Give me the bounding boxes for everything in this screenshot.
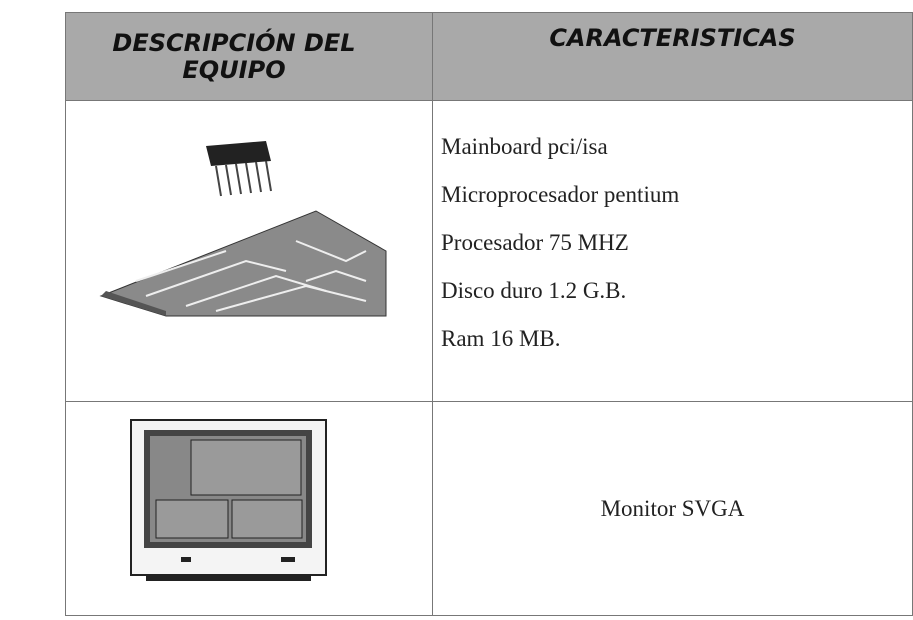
characteristics-cell: Mainboard pci/isa Microprocesador pentium… bbox=[432, 100, 913, 402]
monitor-image bbox=[130, 419, 327, 581]
image-cell bbox=[65, 401, 433, 616]
characteristic: Ram 16 MB. bbox=[441, 326, 561, 351]
characteristic: Monitor SVGA bbox=[600, 495, 745, 521]
circuit-board-image bbox=[99, 141, 387, 317]
characteristic: Disco duro 1.2 G.B. bbox=[441, 278, 627, 303]
characteristic: Procesador 75 MHZ bbox=[441, 230, 629, 255]
header-cell: CARACTERISTICAS bbox=[432, 12, 913, 101]
header-text: CARACTERISTICAS bbox=[549, 24, 796, 52]
characteristic: Microprocesador pentium bbox=[441, 182, 680, 207]
characteristic: Mainboard pci/isa bbox=[441, 134, 608, 159]
characteristics-cell: Monitor SVGA bbox=[432, 401, 913, 616]
image-cell bbox=[65, 100, 433, 402]
header-cell: DESCRIPCIÓN DEL EQUIPO bbox=[65, 12, 433, 101]
header-text: DESCRIPCIÓN DEL EQUIPO bbox=[112, 28, 356, 84]
